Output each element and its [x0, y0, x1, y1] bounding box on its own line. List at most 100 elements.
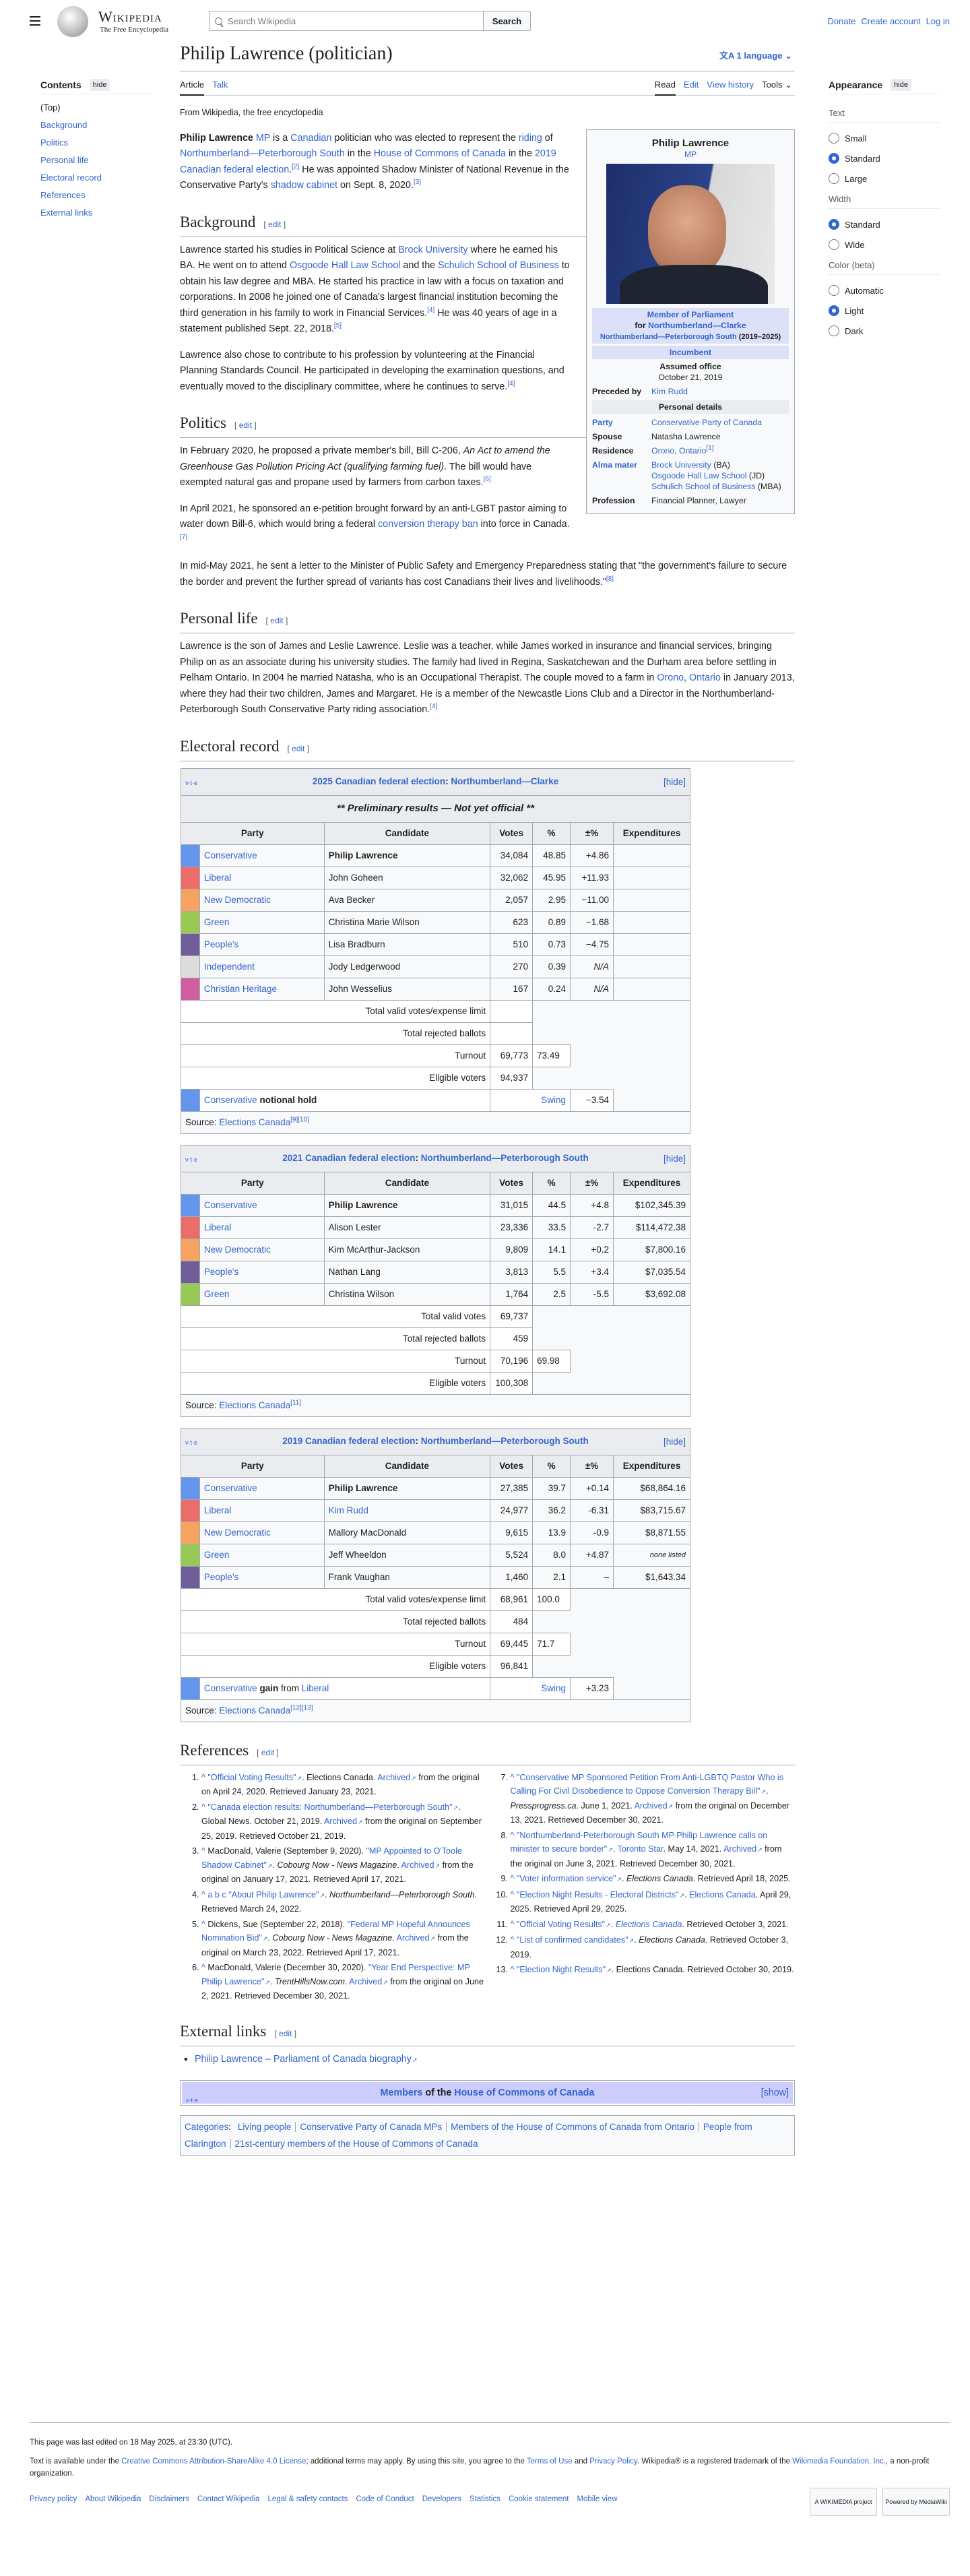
party-link[interactable]: Conservative [203, 850, 257, 860]
toc-item[interactable]: Electoral record [40, 172, 102, 183]
swing-link[interactable]: Swing [541, 1683, 567, 1693]
swing-link[interactable]: Swing [541, 1094, 567, 1105]
table-hide-toggle[interactable]: [hide] [663, 776, 686, 787]
footer-link[interactable]: About Wikipedia [85, 2495, 141, 2503]
citation-link[interactable]: [11] [290, 1399, 302, 1406]
alma-mater-label[interactable]: Alma mater [592, 460, 637, 470]
citation-link[interactable]: [4] [430, 703, 438, 711]
party-link[interactable]: Liberal [301, 1683, 329, 1693]
riding-link[interactable]: Northumberland—Clarke [451, 776, 559, 786]
inline-link[interactable]: conversion therapy ban [378, 519, 478, 530]
edit-section-link[interactable]: [ edit ] [265, 616, 288, 625]
citation-link[interactable]: [4] [427, 306, 435, 314]
create-account-link[interactable]: Create account [861, 16, 921, 26]
party-link[interactable]: Conservative [203, 1199, 257, 1210]
citation-ref[interactable]: [5] [334, 322, 342, 329]
inline-link[interactable]: Terms of Use [526, 2457, 573, 2465]
party-link[interactable]: Conservative [203, 1094, 257, 1105]
citation-ref[interactable]: [8] [606, 575, 614, 583]
edit-link[interactable]: edit [292, 743, 305, 753]
tab-edit[interactable]: Edit [683, 80, 699, 90]
edit-link[interactable]: edit [279, 2028, 292, 2038]
backlink[interactable]: ^ [201, 1846, 208, 1856]
edit-section-link[interactable]: [ edit ] [234, 420, 257, 430]
party-link[interactable]: People's [203, 1571, 239, 1582]
radio-button[interactable] [829, 219, 839, 230]
categories-label[interactable]: Categories [185, 2122, 229, 2132]
infobox-post-nominal[interactable]: MP [684, 149, 697, 159]
inline-link[interactable]: riding [518, 132, 542, 144]
table-hide-toggle[interactable]: [hide] [663, 1436, 686, 1447]
election-link[interactable]: 2019 Canadian federal election [282, 1436, 416, 1446]
candidate-name[interactable]: Kim Rudd [328, 1505, 368, 1515]
inline-link[interactable]: "Official Voting Results" [516, 1919, 606, 1929]
alma-mater-link[interactable]: Schulich School of Business [651, 481, 756, 491]
radio-button[interactable] [829, 305, 839, 316]
citation-ref[interactable]: [2] [292, 163, 299, 170]
citation-link[interactable]: [7] [180, 533, 188, 541]
citation-link[interactable]: [9][10] [290, 1116, 309, 1123]
citation-link[interactable]: [2] [292, 162, 300, 170]
party-link[interactable]: Green [203, 1549, 230, 1560]
source-link[interactable]: Elections Canada [219, 1705, 291, 1716]
citation-ref[interactable]: [4] [427, 307, 434, 314]
vte-links[interactable]: v·t·e [185, 1156, 197, 1163]
toc-item[interactable]: Background [40, 120, 88, 130]
inline-link[interactable]: Elections Canada [689, 1889, 756, 1899]
wikipedia-globe-logo[interactable] [57, 6, 88, 37]
members-link[interactable]: Members [380, 2087, 423, 2098]
table-hide-toggle[interactable]: [hide] [663, 1153, 686, 1164]
backlink[interactable]: ^ [201, 1919, 208, 1929]
inline-link[interactable]: "MP Appointed to O'Toole Shadow Cabinet" [201, 1846, 462, 1870]
footer-link[interactable]: Mobile view [577, 2495, 618, 2503]
edit-link[interactable]: edit [270, 616, 284, 625]
category-link[interactable]: Conservative Party of Canada MPs [295, 2122, 447, 2132]
residence-link[interactable]: Orono, Ontario [651, 445, 707, 455]
footer-link[interactable]: Disclaimers [149, 2495, 189, 2503]
appearance-option[interactable]: Automatic [829, 280, 940, 301]
appearance-option[interactable]: Light [829, 301, 940, 321]
party-link[interactable]: Liberal [203, 872, 232, 883]
edit-section-link[interactable]: [ edit ] [257, 1747, 279, 1757]
appearance-option[interactable]: Dark [829, 321, 940, 341]
inline-link[interactable]: "Election Night Results" [516, 1965, 606, 1974]
party-link[interactable]: People's [203, 1266, 239, 1277]
inline-link[interactable]: shadow cabinet [270, 180, 337, 191]
inline-link[interactable]: 2019 Canadian federal election [180, 148, 556, 175]
inline-link[interactable]: Archived [401, 1860, 434, 1870]
party-link[interactable]: Christian Heritage [203, 983, 277, 994]
inline-link[interactable]: Northumberland—Peterborough South [180, 148, 345, 159]
footer-link[interactable]: Statistics [469, 2495, 500, 2503]
inline-link[interactable]: "Voter information service" [516, 1874, 616, 1883]
radio-button[interactable] [829, 325, 839, 336]
backlink[interactable]: ^ [201, 1772, 208, 1782]
inline-link[interactable]: "About Philip Lawrence" [228, 1889, 319, 1899]
appearance-option[interactable]: Small [829, 128, 940, 148]
edit-section-link[interactable]: [ edit ] [287, 743, 310, 753]
inline-link[interactable]: Privacy Policy [589, 2457, 637, 2465]
logo-wordmark[interactable]: Wikipedia [98, 8, 162, 25]
inline-link[interactable]: Schulich School of Business [438, 260, 559, 271]
election-link[interactable]: 2021 Canadian federal election [282, 1153, 416, 1163]
backlink[interactable]: ^ [201, 1963, 208, 1972]
inline-link[interactable]: Elections Canada [615, 1919, 682, 1929]
incumbent-label[interactable]: Incumbent [592, 345, 789, 359]
tab-view-history[interactable]: View history [707, 80, 754, 90]
party-link[interactable]: Conservative Party of Canada [651, 417, 763, 427]
inline-link[interactable]: Brock University [398, 244, 468, 255]
navbox-vte-links[interactable]: v·t·e [186, 2097, 198, 2104]
edit-section-link[interactable]: [ edit ] [263, 219, 286, 229]
footer-link[interactable]: Developers [422, 2495, 461, 2503]
source-link[interactable]: Elections Canada [219, 1117, 291, 1127]
radio-button[interactable] [829, 239, 839, 250]
inline-link[interactable]: Archived [324, 1817, 358, 1826]
inline-link[interactable]: Osgoode Hall Law School [289, 260, 401, 271]
party-link[interactable]: Liberal [203, 1505, 232, 1515]
tools-menu[interactable]: Tools ⌄ [762, 80, 792, 96]
party-link[interactable]: People's [203, 939, 239, 949]
residence-ref[interactable]: [1] [706, 444, 714, 452]
radio-button[interactable] [829, 133, 839, 144]
citation-link[interactable]: [5] [333, 322, 342, 330]
language-button[interactable]: 文A 1 language ⌄ [719, 49, 792, 61]
edit-section-link[interactable]: [ edit ] [274, 2028, 297, 2038]
